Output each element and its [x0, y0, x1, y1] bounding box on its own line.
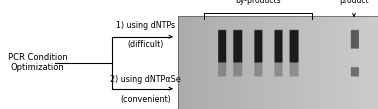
- Text: product: product: [339, 0, 369, 5]
- Text: by-products: by-products: [235, 0, 280, 5]
- Text: (difficult): (difficult): [127, 40, 164, 49]
- Text: PCR Condition
Optimization: PCR Condition Optimization: [8, 53, 67, 72]
- Text: (convenient): (convenient): [120, 95, 171, 104]
- Text: 1) using dNTPs: 1) using dNTPs: [116, 21, 175, 30]
- Text: 2) using dNTPαSe: 2) using dNTPαSe: [110, 75, 181, 84]
- Bar: [178, 16, 378, 109]
